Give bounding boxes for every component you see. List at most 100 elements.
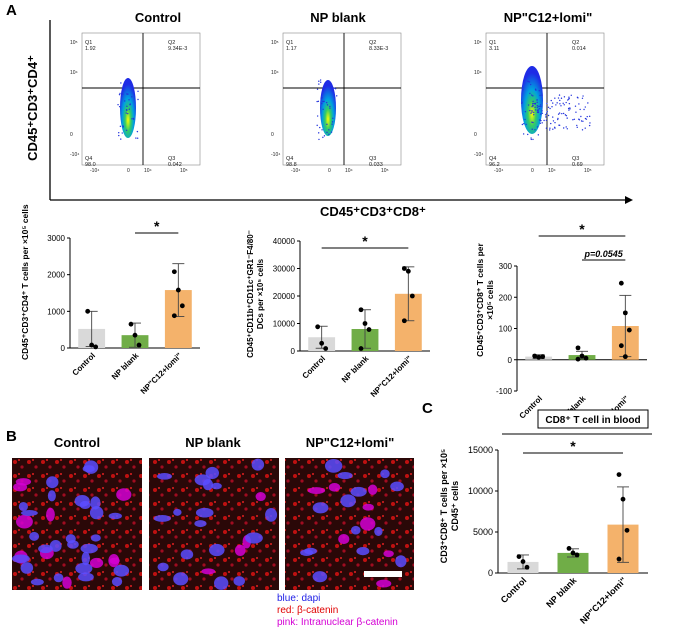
flow-event-dot [541, 94, 543, 96]
flow-event-dot [125, 129, 128, 132]
flow-event-dot [330, 84, 332, 86]
flow-event-dot [131, 88, 133, 91]
quadrant-q3-plot-2: Q3 0.033 [369, 156, 383, 168]
flow-event-dot [536, 104, 538, 107]
flow-title-control: Control [134, 10, 182, 25]
flow-event-dot [316, 100, 318, 103]
flow-event-dot [531, 121, 533, 123]
flow-event-dot [545, 127, 548, 129]
flow-event-dot [539, 122, 542, 125]
nucleus [15, 478, 32, 486]
flow-event-dot [118, 93, 121, 96]
flow-event-dot [562, 102, 564, 105]
nucleus [53, 573, 64, 583]
flow-event-dot [539, 113, 542, 115]
category-label: NP"C12+lomi" [139, 351, 184, 396]
flow-event-dot [532, 121, 534, 124]
flow-event-dot [567, 98, 570, 100]
flow-event-dot [582, 120, 584, 122]
flow-event-dot [554, 97, 556, 99]
category-label: Control [71, 351, 97, 377]
flow-event-dot [531, 111, 533, 113]
x-tick-plot-2: 0 [328, 168, 331, 174]
flow-event-dot [530, 138, 532, 141]
nucleus [30, 578, 44, 586]
y-tick-plot-2: -10⁴ [271, 152, 281, 158]
y-tick-label: -100 [496, 387, 513, 396]
flow-event-dot [569, 108, 571, 110]
flow-event-dot [586, 115, 588, 118]
flow-event-dot [588, 124, 591, 127]
flow-event-dot [557, 97, 560, 99]
flow-event-dot [530, 94, 533, 96]
nucleus [362, 503, 374, 511]
flow-event-dot [567, 107, 570, 110]
flow-event-dot [318, 138, 320, 141]
flow-event-dot [556, 102, 558, 104]
flow-event-dot [550, 99, 552, 102]
category-label: NP blank [110, 351, 141, 382]
flow-event-dot [328, 133, 330, 136]
flow-event-dot [584, 106, 586, 108]
nucleus [374, 526, 383, 536]
nucleus [180, 549, 194, 560]
x-tick-plot-1: -10⁴ [90, 168, 100, 174]
data-point [540, 354, 546, 360]
micro-title-np-blank: NP blank [185, 435, 241, 450]
nucleus [360, 517, 376, 531]
y-tick-label: 40000 [273, 237, 296, 246]
flow-event-dot [529, 109, 531, 112]
quadrant-q3-plot-1: Q3 0.042 [168, 156, 182, 168]
nucleus [390, 481, 404, 492]
flow-event-dot [331, 121, 334, 123]
flow-event-dot [575, 111, 577, 113]
nucleus [12, 554, 30, 563]
nucleus [90, 496, 101, 510]
nucleus [111, 576, 123, 587]
y-tick-label: 0 [508, 356, 513, 365]
data-point [520, 559, 526, 564]
data-point [579, 353, 585, 359]
flow-event-dot [563, 104, 565, 106]
quadrant-q2-plot-2: Q2 8.33E-3 [369, 40, 389, 52]
data-point [575, 345, 581, 351]
quadrant-q4-plot-3: Q4 96.2 [489, 156, 500, 168]
flow-event-dot [536, 109, 539, 112]
data-point [171, 269, 177, 275]
flow-event-dot [570, 94, 572, 96]
nucleus [47, 490, 56, 502]
flow-event-dot [524, 110, 527, 113]
x-tick-plot-2: 10⁵ [381, 168, 389, 174]
micro-title-control: Control [53, 435, 101, 450]
flow-event-dot [535, 89, 537, 91]
quadrant-q1-plot-2: Q1 1.17 [286, 40, 297, 52]
flow-event-dot [528, 81, 531, 83]
flow-event-dot [547, 114, 550, 117]
nucleus [312, 502, 329, 514]
y-tick-label: 30000 [273, 265, 296, 274]
nucleus [328, 483, 341, 492]
flow-event-dot [567, 99, 569, 101]
nucleus [338, 534, 350, 545]
nucleus [116, 488, 132, 501]
flow-event-dot [560, 105, 562, 107]
flow-event-dot [560, 97, 563, 99]
nucleus [251, 458, 265, 471]
x-tick-plot-1: 10⁴ [144, 168, 152, 174]
flow-event-dot [122, 125, 124, 127]
flow-event-dot [550, 122, 552, 125]
flow-event-dot [120, 138, 122, 140]
flow-event-dot [318, 80, 320, 82]
flow-event-dot [125, 112, 127, 114]
nucleus [383, 550, 394, 558]
nucleus [307, 487, 326, 494]
flow-event-dot [568, 102, 571, 105]
flow-event-dot [538, 105, 540, 108]
flow-event-dot [128, 99, 130, 101]
flow-event-dot [132, 87, 135, 89]
flow-event-dot [522, 89, 524, 91]
nucleus [255, 492, 266, 502]
data-point [624, 527, 630, 533]
y-tick-label: 15000 [468, 445, 493, 455]
flow-event-dot [323, 100, 325, 103]
